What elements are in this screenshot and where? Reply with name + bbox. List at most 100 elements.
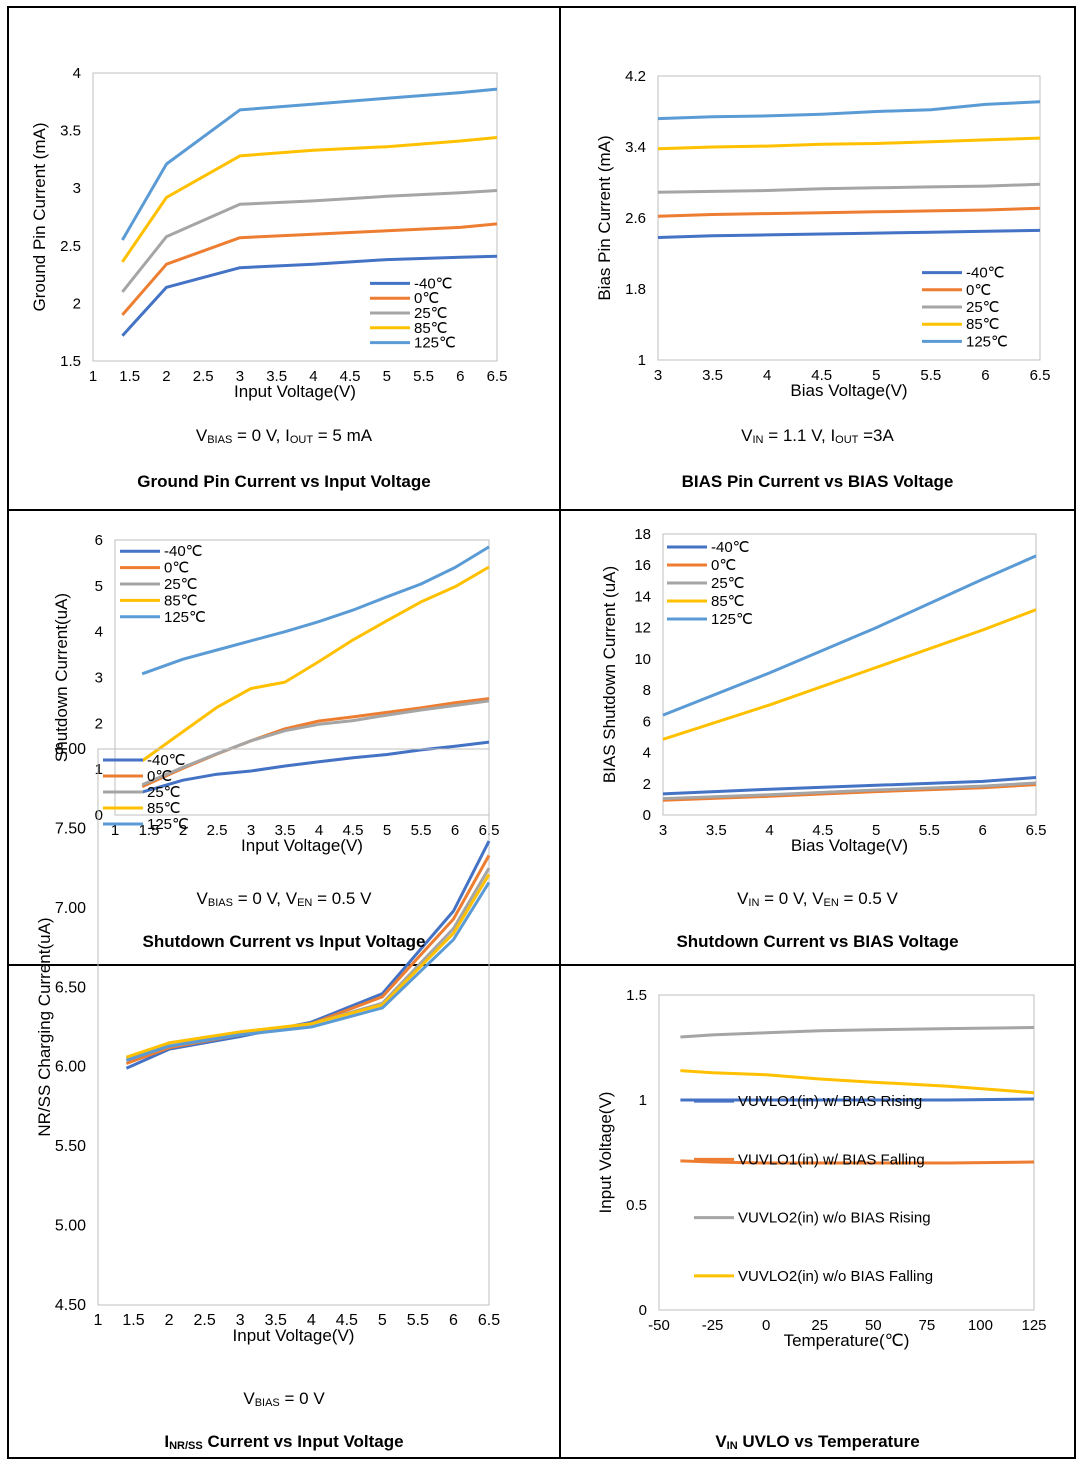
x-tick-label: 1.5 [122, 1312, 144, 1329]
legend-entry: -40℃ [711, 539, 750, 556]
x-tick-label: 3 [236, 1312, 245, 1329]
x-tick-label: 6 [981, 367, 989, 384]
y-axis-label: Bias Pin Current (mA) [595, 135, 614, 300]
series-line-125 [662, 554, 1037, 717]
y-tick-label: 7.50 [55, 820, 86, 837]
legend-entry: 85℃ [147, 800, 181, 817]
x-tick-label: 50 [865, 1317, 882, 1334]
table-border-bottom [7, 1457, 1076, 1459]
x-tick-label: -25 [702, 1317, 724, 1334]
legend-entry: 85℃ [966, 316, 1000, 333]
legend-entry: 0℃ [164, 560, 189, 577]
series-line-25 [657, 182, 1041, 194]
y-tick-label: 5.50 [55, 1138, 86, 1155]
x-tick-label: 3.5 [702, 367, 723, 384]
x-axis-label: Temperature(℃) [784, 1331, 910, 1350]
x-tick-label: 6 [451, 822, 459, 839]
y-tick-label: 2 [73, 295, 81, 312]
chart-5: 4.505.005.506.006.507.007.508.001 1.5 2 2.5… [35, 741, 500, 1345]
x-tick-label: 2.5 [193, 368, 214, 385]
x-tick-label: 5.5 [919, 822, 940, 839]
series-line-85 [121, 136, 498, 263]
y-tick-label: 4 [643, 745, 651, 762]
y-tick-label: 1.5 [626, 987, 647, 1004]
x-tick-label: 4 [765, 822, 773, 839]
y-tick-label: 7.00 [55, 900, 86, 917]
x-tick-label: 5 [383, 822, 391, 839]
legend-entry: 125℃ [711, 611, 753, 628]
x-tick-label: 5 [378, 1312, 387, 1329]
legend-entry: VUVLO1(in) w/ BIAS Rising [738, 1093, 922, 1110]
legend-entry: -40℃ [414, 275, 453, 292]
series-line-125 [125, 881, 491, 1062]
x-tick-label: 5 [872, 822, 880, 839]
series-line-85 [141, 565, 490, 763]
series-line-0 [121, 222, 498, 316]
table-divider-row1 [7, 509, 1076, 511]
x-tick-label: 5 [383, 368, 391, 385]
legend-entry: VUVLO2(in) w/o BIAS Falling [738, 1268, 933, 1285]
series-line-125 [141, 545, 490, 676]
table-border-right [1074, 6, 1076, 1459]
x-tick-label: 5.5 [920, 367, 941, 384]
x-tick-label: 4.5 [340, 368, 361, 385]
x-tick-label: 4 [309, 368, 317, 385]
y-tick-label: 2 [95, 715, 103, 732]
x-tick-label: 6.5 [1030, 367, 1051, 384]
x-tick-label: 5.5 [407, 1312, 429, 1329]
x-tick-label: 6 [456, 368, 464, 385]
x-tick-label: 4 [315, 822, 323, 839]
x-tick-label: 4.5 [811, 367, 832, 384]
y-tick-label: 2 [643, 776, 651, 793]
legend-entry: 25℃ [164, 576, 198, 593]
x-tick-label: 125 [1021, 1317, 1046, 1334]
y-tick-label: 10 [634, 651, 651, 668]
legend-entry: VUVLO1(in) w/ BIAS Falling [738, 1151, 925, 1168]
y-tick-label: 6 [643, 713, 651, 730]
y-tick-label: 1 [639, 1092, 647, 1109]
y-tick-label: 4.2 [625, 68, 646, 85]
x-tick-label: 6.5 [487, 368, 508, 385]
chart-2: 1 1.8 2.6 3.4 4.2 3 3.5 4 4.5 5 5.5 6 6.5 Bias Voltag… [595, 68, 1050, 400]
x-tick-label: 2.5 [194, 1312, 216, 1329]
y-tick-label: 6 [95, 532, 103, 549]
y-tick-label: 3 [95, 670, 103, 687]
y-tick-label: 12 [634, 620, 651, 637]
x-axis-label: Input Voltage(V) [241, 836, 363, 855]
series-line-85 [657, 136, 1041, 151]
y-tick-label: 4 [73, 65, 81, 82]
plot-area [658, 994, 1035, 1311]
y-tick-label: 5.00 [55, 1218, 86, 1235]
x-tick-label: 1.5 [119, 368, 140, 385]
legend-entry: VUVLO2(in) w/o BIAS Rising [738, 1210, 931, 1227]
y-axis-label: Ground Pin Current (mA) [30, 123, 49, 312]
x-tick-label: 3.5 [266, 368, 287, 385]
y-tick-label: 2.5 [60, 238, 81, 255]
series-line-85 [662, 608, 1037, 741]
series-line-40 [125, 840, 491, 1070]
table-divider-vertical [559, 6, 561, 1459]
y-tick-label: 5 [95, 578, 103, 595]
x-tick-label: 1 [94, 1312, 103, 1329]
x-tick-label: 5.5 [411, 822, 432, 839]
series-line-0 [662, 783, 1037, 802]
legend-entry: 0℃ [711, 557, 736, 574]
y-tick-label: 0 [643, 807, 651, 824]
series-line-25 [121, 189, 498, 293]
series-line-0 [657, 206, 1041, 218]
y-axis-label: NR/SS Charging Current(uA) [35, 917, 54, 1136]
legend-entry: 125℃ [414, 335, 456, 352]
series-line-0 [141, 697, 490, 788]
x-tick-label: 100 [968, 1317, 993, 1334]
x-tick-label: 6.5 [478, 1312, 500, 1329]
y-tick-label: 0 [639, 1302, 647, 1319]
legend-entry: -40℃ [966, 265, 1005, 282]
y-axis-label: BIAS Shutdown Current (uA) [600, 566, 619, 783]
x-tick-label: 1 [89, 368, 97, 385]
series-line-40 [141, 740, 490, 794]
y-tick-label: 1 [638, 352, 646, 369]
y-tick-label: 1 [95, 761, 103, 778]
x-tick-label: 6 [449, 1312, 458, 1329]
legend-entry: 25℃ [966, 299, 1000, 316]
x-tick-label: 4.5 [343, 822, 364, 839]
